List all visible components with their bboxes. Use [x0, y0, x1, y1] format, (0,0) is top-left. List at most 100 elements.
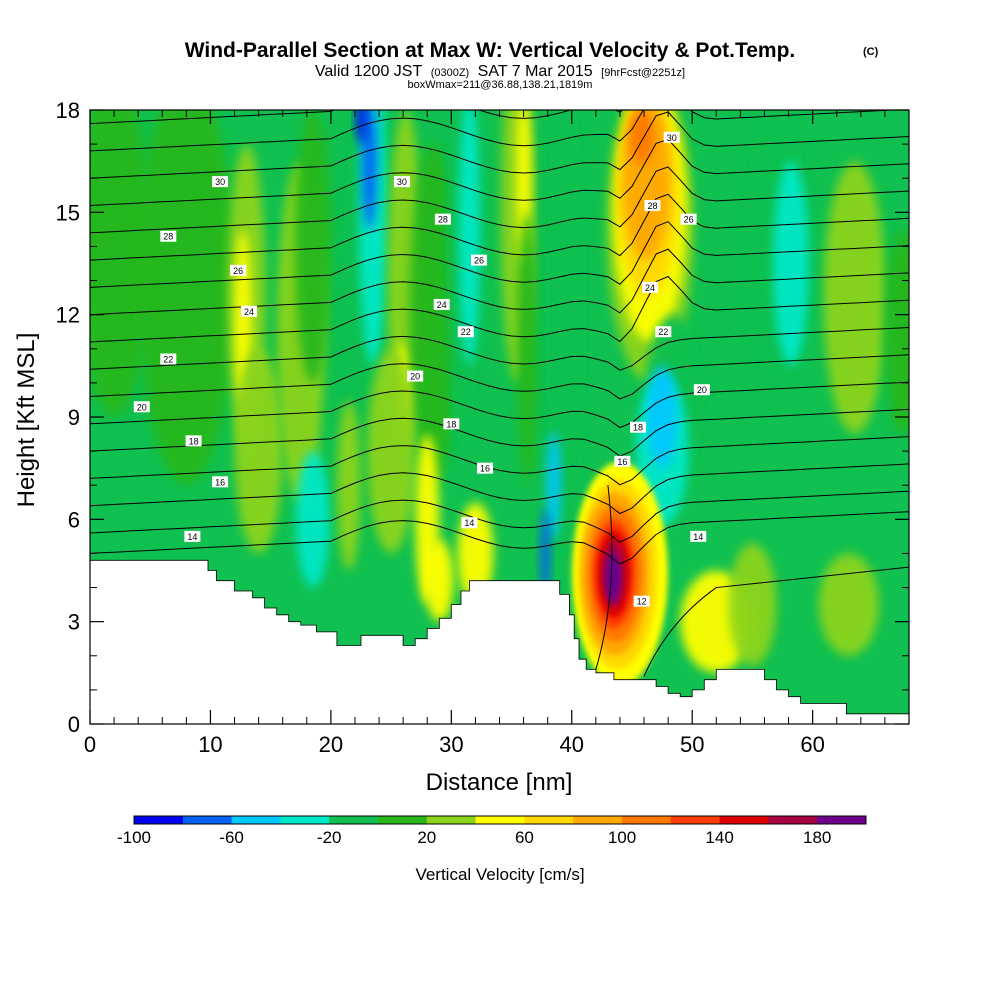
- x-tick-label: 0: [84, 732, 96, 757]
- theta-contour-line: [90, 221, 909, 288]
- colorbar-swatch: [134, 816, 184, 824]
- svg-text:20: 20: [697, 385, 707, 395]
- svg-text:22: 22: [461, 327, 471, 337]
- theta-contour-line: [90, 511, 909, 565]
- theta-contour-line: [90, 248, 909, 316]
- svg-text:28: 28: [647, 201, 657, 211]
- theta-contour-label: 16: [212, 476, 229, 488]
- y-tick-label: 18: [56, 98, 80, 123]
- theta-contour-label: 18: [185, 435, 202, 447]
- colorbar-swatch: [817, 816, 867, 824]
- svg-text:14: 14: [693, 532, 703, 542]
- svg-text:20: 20: [410, 372, 420, 382]
- y-tick-label: 12: [56, 303, 80, 328]
- colorbar-tick-label: -60: [219, 828, 244, 847]
- colorbar-swatch: [622, 816, 672, 824]
- theta-contour-label: 20: [407, 370, 424, 382]
- subtitle-utc: (0300Z): [431, 67, 470, 79]
- chart-title: Wind-Parallel Section at Max W: Vertical…: [185, 39, 796, 62]
- x-tick-label: 10: [198, 732, 222, 757]
- colorbar-tick-label: -100: [117, 828, 151, 847]
- svg-text:30: 30: [667, 133, 677, 143]
- svg-text:24: 24: [244, 307, 254, 317]
- svg-text:14: 14: [187, 532, 197, 542]
- y-tick-label: 15: [56, 200, 80, 225]
- theta-contour-label: 16: [477, 462, 494, 474]
- colorbar-tick-label: -20: [317, 828, 342, 847]
- theta-contour-line: [90, 193, 909, 261]
- svg-text:16: 16: [215, 477, 225, 487]
- theta-contour-line: [643, 566, 909, 677]
- svg-text:28: 28: [163, 232, 173, 242]
- colorbar-swatch: [670, 816, 720, 824]
- colorbar-swatch: [426, 816, 476, 824]
- colorbar-swatch: [182, 816, 232, 824]
- colorbar-swatch: [231, 816, 281, 824]
- theta-contour-line: [90, 327, 909, 371]
- theta-contour-label: 20: [693, 384, 710, 396]
- theta-contour-line: [90, 354, 909, 400]
- theta-contour-label: 24: [642, 281, 659, 293]
- x-tick-label: 50: [680, 732, 704, 757]
- colorbar-swatch: [280, 816, 330, 824]
- x-tick-label: 60: [800, 732, 824, 757]
- theta-contour-line: [90, 166, 909, 234]
- svg-text:26: 26: [233, 266, 243, 276]
- theta-contour-line: [90, 111, 909, 179]
- svg-text:12: 12: [637, 597, 647, 607]
- colorbar-swatch: [573, 816, 623, 824]
- svg-text:22: 22: [163, 355, 173, 365]
- theta-contour-label: 22: [655, 326, 672, 338]
- subtitle-valid: Valid 1200 JST: [315, 63, 423, 80]
- svg-text:30: 30: [215, 177, 225, 187]
- y-tick-label: 0: [68, 712, 80, 737]
- theta-contour-line: [90, 463, 909, 515]
- svg-text:26: 26: [474, 256, 484, 266]
- x-tick-label: 40: [560, 732, 584, 757]
- theta-contour-line: [90, 138, 909, 206]
- theta-contour-label: 18: [630, 421, 647, 433]
- theta-contour-label: 20: [133, 401, 150, 413]
- y-tick-label: 9: [68, 405, 80, 430]
- plot-area: 12 14 14 14 16 16 16 18 18 18 20 20 20 22 22 22 24 24 24 26…: [90, 110, 909, 724]
- svg-text:24: 24: [437, 300, 447, 310]
- colorbar-tick-label: 180: [803, 828, 831, 847]
- theta-contour-label: 16: [614, 455, 631, 467]
- theta-contour-label: 14: [461, 517, 478, 529]
- svg-text:20: 20: [137, 402, 147, 412]
- theta-contour-label: 30: [393, 176, 410, 188]
- svg-text:28: 28: [438, 215, 448, 225]
- theta-contour-label: 22: [457, 326, 474, 338]
- colorbar-tick-label: 60: [515, 828, 534, 847]
- colorbar-swatch: [475, 816, 525, 824]
- colorbar-swatch: [329, 816, 379, 824]
- colorbar-tick-label: 140: [705, 828, 733, 847]
- x-tick-label: 20: [319, 732, 343, 757]
- colorbar-frame: [133, 815, 867, 825]
- theta-contour-label: 14: [690, 530, 707, 542]
- theta-contour-line: [595, 485, 613, 670]
- colorbar-swatch: [768, 816, 818, 824]
- theta-contours: [90, 110, 909, 677]
- x-axis-label: Distance [nm]: [426, 769, 573, 796]
- axes: 0 10 20 30 40 50 60 0 3 6 9 12 15 18: [56, 98, 909, 757]
- theta-contour-label: 30: [212, 176, 229, 188]
- theta-contour-label: 28: [160, 230, 177, 242]
- chart-subtitle: Valid 1200 JST (0300Z) SAT 7 Mar 2015 [9…: [315, 63, 685, 80]
- svg-text:16: 16: [480, 464, 490, 474]
- colorbar: -100 -60 -20 20 60 100 140 180: [117, 815, 867, 847]
- theta-contour-line: [90, 275, 909, 343]
- svg-text:14: 14: [464, 518, 474, 528]
- theta-contour-label: 14: [184, 530, 201, 542]
- subtitle-forecast: [9hrFcst@2251z]: [601, 67, 685, 79]
- theta-contour-line: [90, 436, 909, 486]
- y-tick-label: 3: [68, 610, 80, 635]
- colorbar-label: Vertical Velocity [cm/s]: [415, 865, 584, 884]
- theta-contour-label: 26: [230, 264, 247, 276]
- theta-contour-label: 30: [663, 131, 680, 143]
- theta-contour-line: [90, 381, 909, 429]
- svg-text:22: 22: [658, 327, 668, 337]
- title-copyright-mark: (C): [863, 46, 879, 58]
- theta-contour-label: 28: [434, 213, 451, 225]
